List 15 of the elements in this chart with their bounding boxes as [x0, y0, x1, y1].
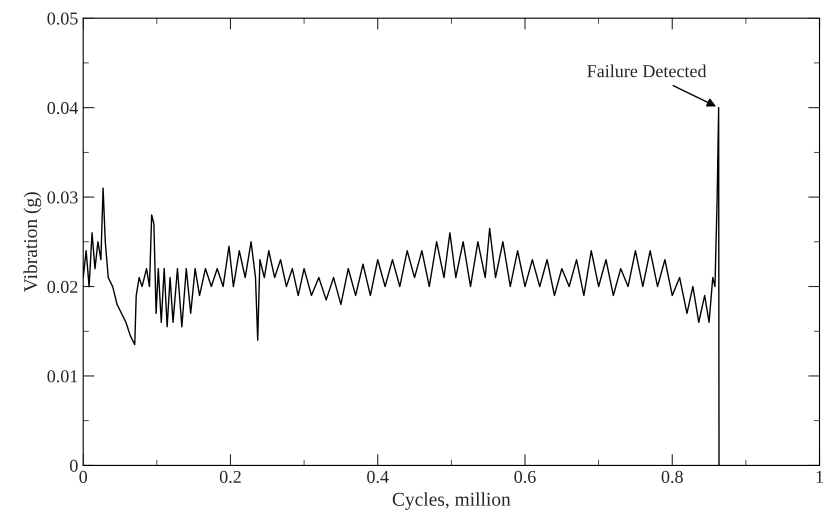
- y-axis-title: Vibration (g): [24, 192, 42, 292]
- y-tick-label: 0.04: [47, 102, 78, 114]
- x-axis-title: Cycles, million: [392, 492, 510, 510]
- annotation: Failure Detected: [587, 64, 706, 78]
- x-tick-label: 0: [79, 470, 88, 483]
- y-tick-label: 0.05: [47, 12, 78, 25]
- y-tick-label: 0.01: [47, 370, 78, 382]
- x-tick-label: 0.8: [662, 470, 683, 484]
- y-tick-label: 0.02: [47, 280, 78, 294]
- y-tick-label: 0.03: [47, 191, 78, 204]
- y-tick-label: 0: [70, 460, 78, 472]
- x-tick-label: 0.4: [367, 470, 389, 484]
- x-tick-label: 0.6: [514, 470, 536, 484]
- x-tick-label: 1: [816, 470, 823, 483]
- x-tick-label: 0.2: [220, 470, 241, 484]
